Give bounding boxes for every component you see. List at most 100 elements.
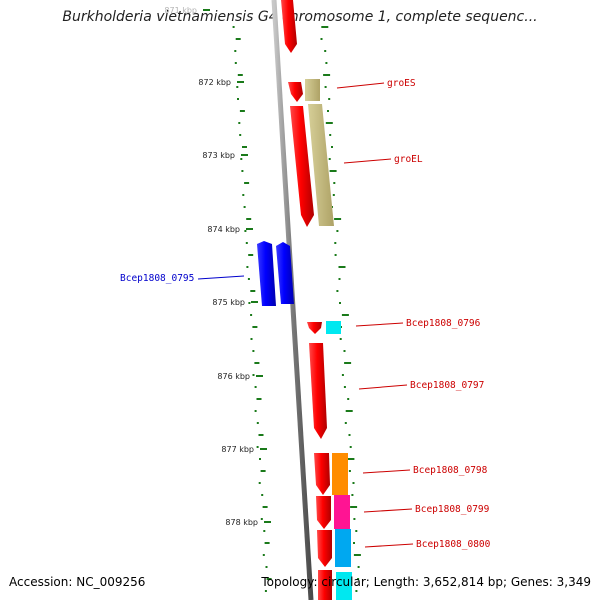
gc-dot <box>254 362 260 364</box>
Bcep1808_0795-arrow-a[interactable] <box>257 241 276 306</box>
gene-arrow-partial[interactable] <box>281 0 297 53</box>
gc-dot <box>250 290 256 292</box>
gene-label-Bcep1808_0799[interactable]: Bcep1808_0799 <box>415 504 490 515</box>
cog-box-partial-bottom[interactable] <box>336 572 352 600</box>
gc-dot <box>344 362 352 364</box>
gc-dot <box>254 410 257 412</box>
gc-dot <box>254 386 257 388</box>
gc-dot <box>357 578 360 580</box>
groEL-arrow[interactable] <box>290 106 314 227</box>
gc-dot <box>341 374 344 376</box>
gc-dot <box>256 446 259 448</box>
Bcep1808_0798-arrow[interactable] <box>314 453 330 495</box>
gc-dot <box>259 458 261 460</box>
gc-dot <box>252 374 255 376</box>
gene-label-Bcep1808_0798[interactable]: Bcep1808_0798 <box>413 465 488 476</box>
gc-dot <box>263 530 266 532</box>
Bcep1808_0795-arrow-b[interactable] <box>276 242 294 304</box>
Bcep1808_0798-cog-box[interactable] <box>332 453 348 495</box>
gc-dot <box>239 134 242 136</box>
gc-dot <box>353 542 355 544</box>
gc-dot <box>234 62 237 64</box>
gene-arrow-partial-bottom[interactable] <box>318 570 332 600</box>
gc-dot <box>238 122 241 124</box>
gc-dot <box>250 314 253 316</box>
gc-dot <box>349 446 352 448</box>
gc-dot <box>344 422 347 424</box>
gene-label-groEL[interactable]: groEL <box>394 154 423 165</box>
gc-dot <box>265 566 268 568</box>
Bcep1808_0800-arrow[interactable] <box>317 530 332 567</box>
tick-marks: 871 kbp 872 kbp 873 kbp 874 kbp 875 kbp 876 k… <box>164 6 271 527</box>
Bcep1808_0797-arrow[interactable] <box>309 343 327 439</box>
gc-dot <box>328 158 331 160</box>
gc-dot <box>351 494 354 496</box>
gc-dot <box>333 182 336 184</box>
groEL-cog-box[interactable] <box>308 104 334 226</box>
gc-dot <box>243 206 246 208</box>
gc-dot <box>246 266 249 268</box>
Bcep1808_0796-cog-box[interactable] <box>326 321 341 334</box>
gc-dot <box>343 350 346 352</box>
gc-dot <box>242 194 245 196</box>
gc-dot <box>232 26 235 28</box>
gc-dot <box>256 398 262 400</box>
gc-dot <box>258 482 261 484</box>
gc-dot <box>339 338 342 340</box>
gc-dot <box>235 38 241 40</box>
gc-dot <box>242 146 247 148</box>
gc-dot <box>248 254 254 256</box>
gene-label-Bcep1808_0797[interactable]: Bcep1808_0797 <box>410 380 484 391</box>
gc-dot <box>250 338 253 340</box>
gene-label-Bcep1808_0795[interactable]: Bcep1808_0795 <box>120 273 194 284</box>
tick-label: 872 kbp <box>198 78 231 87</box>
gc-dot <box>262 506 268 508</box>
gc-dot <box>237 98 239 100</box>
gc-dot <box>334 242 337 244</box>
gene-label-groES[interactable]: groES <box>387 78 416 89</box>
gc-dot <box>237 74 243 76</box>
groES-arrow[interactable] <box>288 82 303 102</box>
tick-label: 876 kbp <box>217 372 250 381</box>
tick-label: 875 kbp <box>212 298 245 307</box>
gc-dot <box>334 254 337 256</box>
gc-dot <box>348 434 351 436</box>
gc-dot <box>325 62 328 64</box>
gc-dot <box>329 134 332 136</box>
gc-dot <box>324 50 327 52</box>
gene-label-Bcep1808_0800[interactable]: Bcep1808_0800 <box>416 539 491 550</box>
gc-dot <box>252 350 255 352</box>
gene-labels: groES groEL Bcep1808_0795 Bcep1808_0796 … <box>120 78 491 550</box>
Bcep1808_0796-arrow[interactable] <box>307 322 322 334</box>
gc-dot <box>324 86 327 88</box>
gc-dot <box>321 26 329 28</box>
gc-dot <box>353 518 356 520</box>
gc-dot <box>241 170 244 172</box>
Bcep1808_0799-arrow[interactable] <box>316 496 331 529</box>
gc-dot <box>327 110 329 112</box>
gc-dot <box>338 278 341 280</box>
gc-dot <box>244 182 250 184</box>
gc-dot <box>258 434 264 436</box>
tick-label: 871 kbp <box>164 6 197 15</box>
gene-label-Bcep1808_0796[interactable]: Bcep1808_0796 <box>406 318 481 329</box>
accession-text: Accession: NC_009256 <box>9 575 146 589</box>
genome-summary-text: Topology: circular; Length: 3,652,814 bp… <box>261 575 591 589</box>
gc-dot <box>236 86 239 88</box>
gc-dot <box>347 398 350 400</box>
gc-dot <box>264 542 270 544</box>
map-title: Burkholderia vietnamiensis G4 chromosome… <box>62 9 538 25</box>
Bcep1808_0800-cog-box[interactable] <box>335 529 351 567</box>
gc-dot <box>239 110 245 112</box>
gc-dot <box>348 470 351 472</box>
tick-label: 873 kbp <box>202 151 235 160</box>
gc-dot <box>329 170 337 172</box>
Bcep1808_0799-cog-box[interactable] <box>334 495 350 529</box>
gc-dot <box>352 482 355 484</box>
groES-cog-box[interactable] <box>305 79 320 101</box>
gc-dot <box>347 458 355 460</box>
gc-dot <box>325 122 333 124</box>
gc-dot <box>252 326 258 328</box>
gc-dot <box>353 554 361 556</box>
